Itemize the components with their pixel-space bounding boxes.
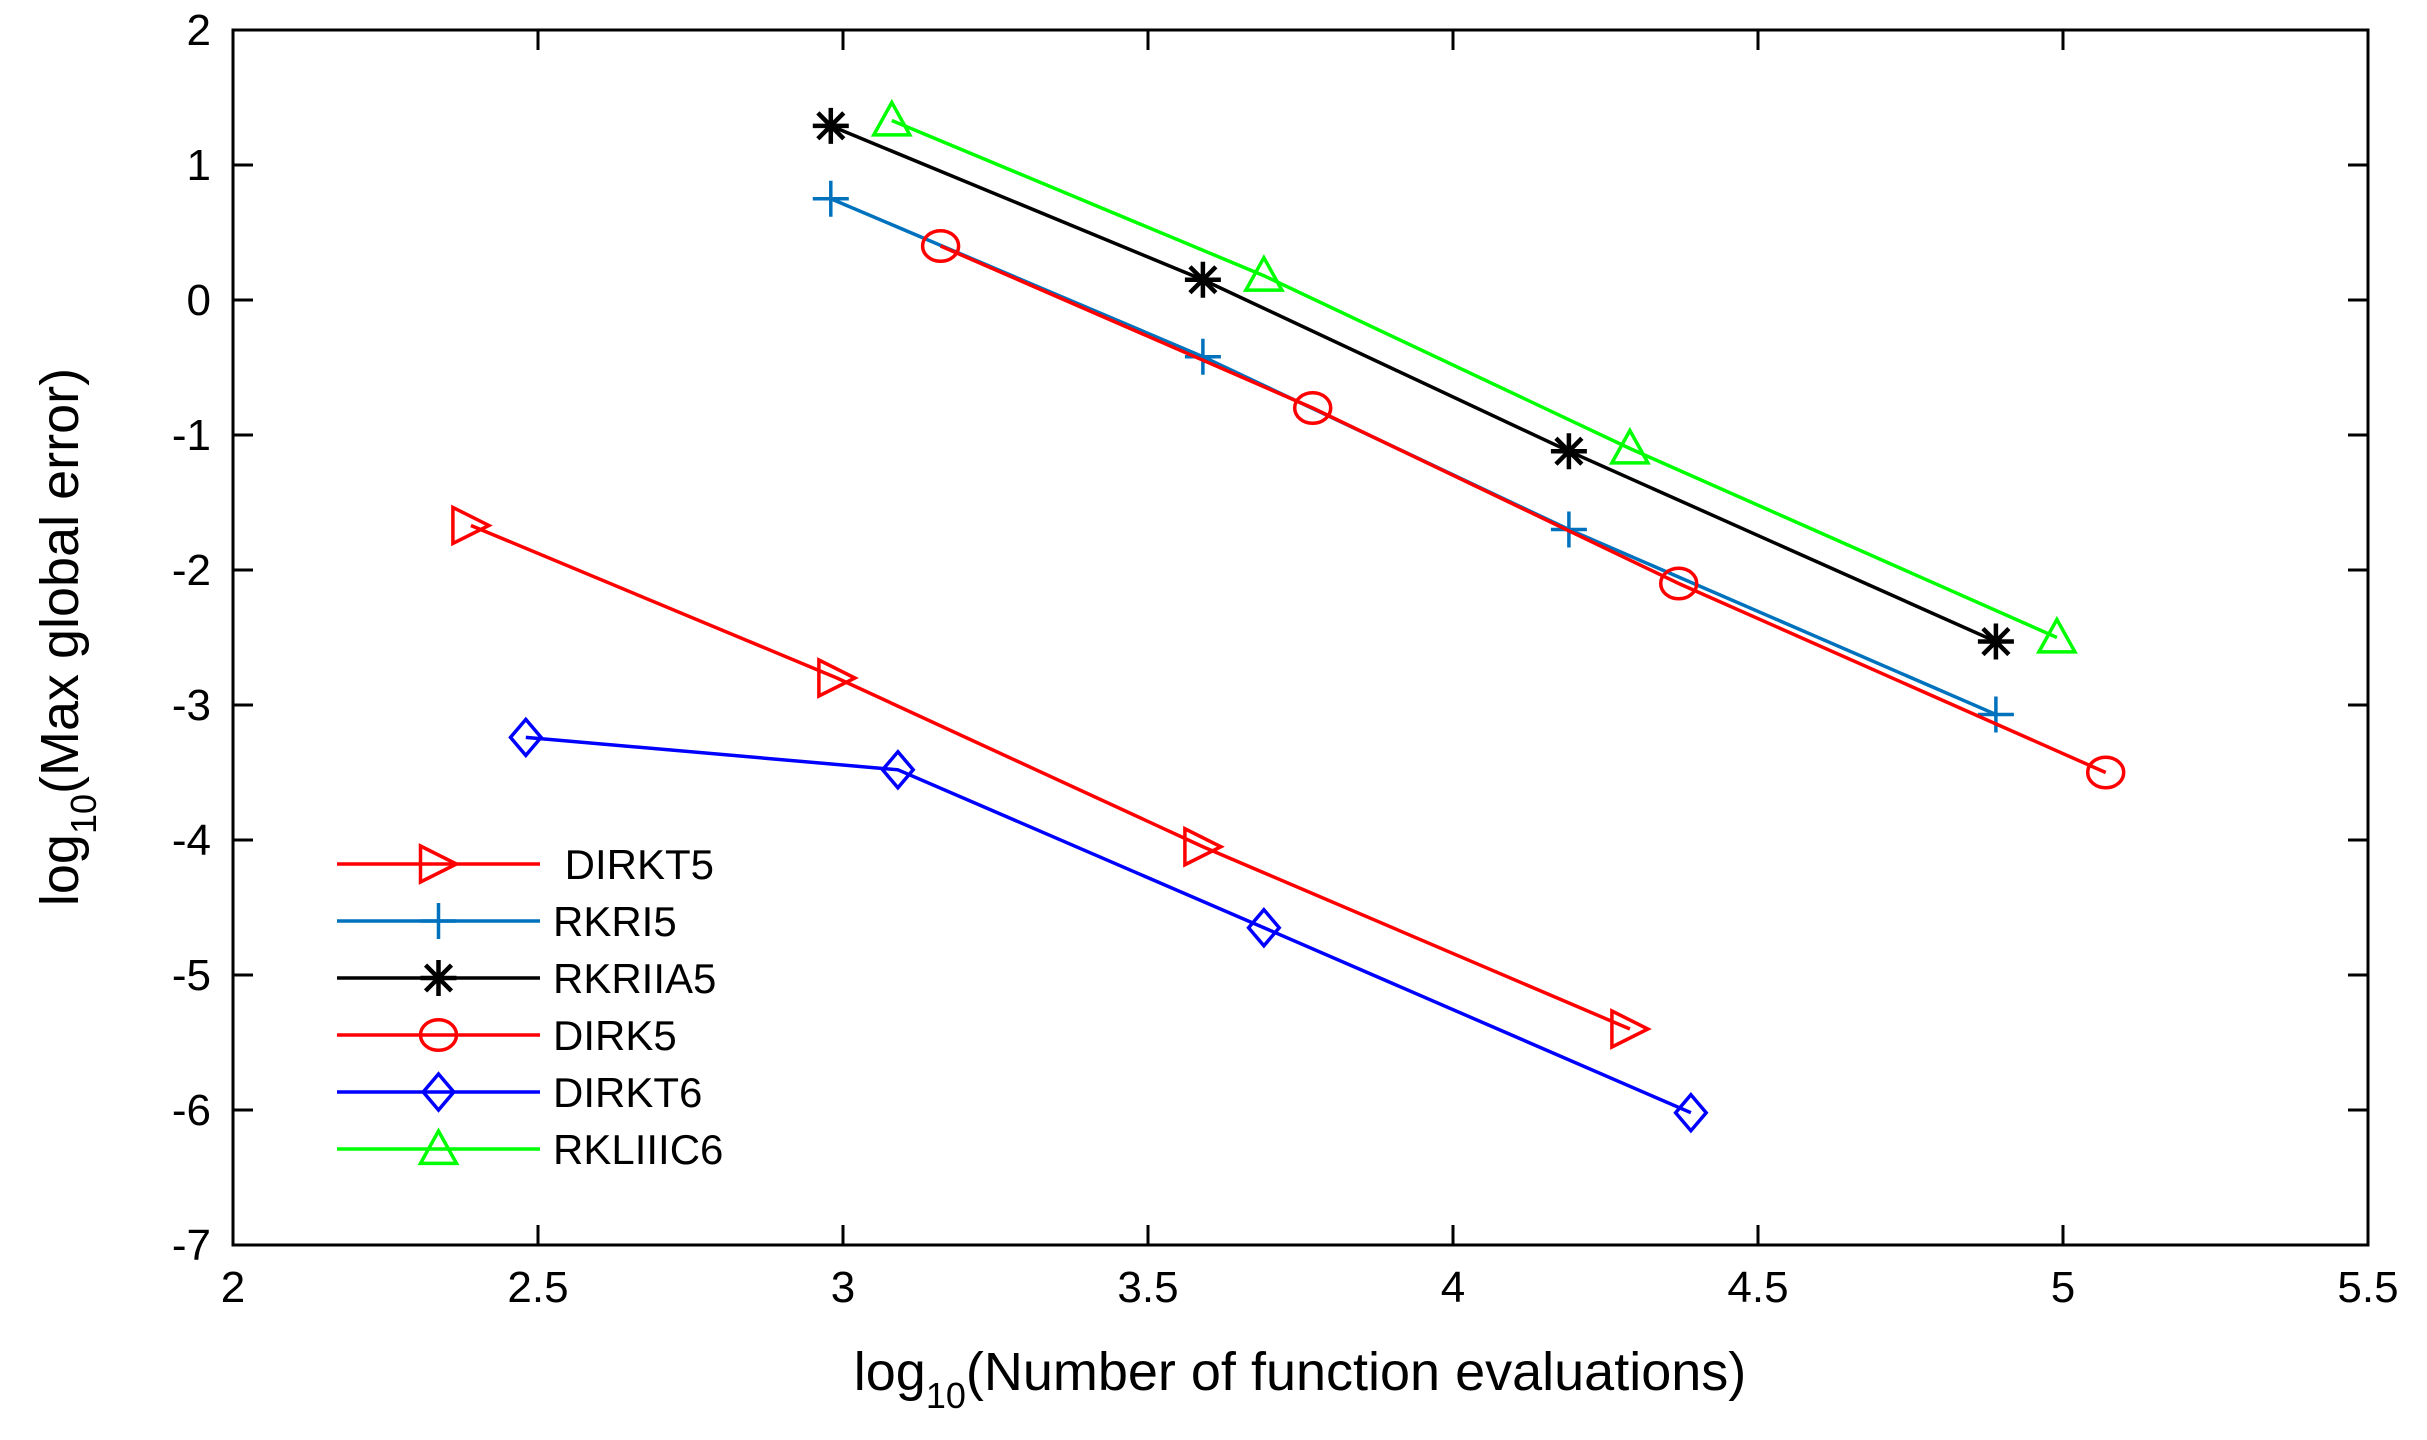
series-dirkt5 [451,504,1652,1050]
series-line [891,118,2058,640]
marker-circle [1658,566,1699,601]
marker-diamond [1673,1091,1709,1134]
series-group [451,98,2126,1134]
marker-plus [420,903,457,939]
marker-triangle-up [870,98,913,137]
legend-label: RKRIIA5 [553,955,716,1002]
marker-asterisk [1550,433,1587,470]
x-tick-label: 4 [1441,1263,1465,1312]
legend-label: DIRK5 [553,1012,677,1059]
x-axis-label: log10(Number of function evaluations) [854,1342,1747,1416]
marker-diamond [880,749,916,791]
legend-item: DIRKT6 [337,1069,702,1116]
series-rkriia5 [812,107,2014,660]
y-tick-label: -5 [172,951,211,1000]
axis-ticks: 2 2.5 3 3.5 4 4.5 5 5.5 2 1 0 -1 -2 -3 -4 -5 -6 -7 [172,6,2399,1312]
x-tick-label: 3 [831,1263,855,1312]
legend-label: RKRI5 [553,898,677,945]
series-line [470,523,1631,1031]
y-axis-label: log10(Max global error) [30,368,104,906]
series-dirk5 [920,228,2126,790]
y-tick-label: 1 [187,141,211,190]
series-line [525,735,1692,1115]
y-tick-label: 0 [187,276,211,325]
x-tick-label: 3.5 [1117,1263,1178,1312]
y-tick-label: -3 [172,681,211,730]
marker-triangle-right [817,657,859,699]
legend-item: RKRIIA5 [337,955,716,1002]
legend-label: RKLIIIC6 [553,1126,723,1173]
y-tick-label: -7 [172,1221,211,1270]
marker-plus [812,180,849,217]
marker-triangle-right [451,504,493,547]
marker-circle [418,1017,459,1053]
y-tick-label: -2 [172,546,211,595]
y-tick-label: -1 [172,411,211,460]
series-line [830,124,1997,644]
legend-label: DIRKT5 [553,841,714,888]
marker-triangle-up [2035,615,2078,654]
marker-triangle-up [1242,254,1285,292]
legend-label: DIRKT6 [553,1069,702,1116]
legend-item: DIRK5 [337,1012,677,1059]
marker-asterisk [1184,261,1221,298]
marker-diamond [508,716,544,759]
marker-asterisk [812,107,849,144]
marker-asterisk [420,960,457,996]
series-dirkt6 [508,716,1709,1134]
marker-triangle-right [418,843,461,885]
marker-diamond [420,1071,457,1113]
legend-item: RKRI5 [337,898,677,945]
marker-circle [2085,755,2126,790]
legend: DIRKT5 RKRI5 RKRIIA5 DIRK5 DIRKT6 RKLIIIC6 [337,841,723,1173]
marker-plus [1977,696,2014,733]
marker-circle [920,228,961,264]
marker-triangle-right [1183,825,1225,868]
x-tick-label: 4.5 [1727,1263,1788,1312]
marker-diamond [1246,907,1282,949]
x-tick-label: 5 [2051,1263,2075,1312]
x-tick-label: 2 [221,1263,245,1312]
plot-area [231,28,2370,1247]
marker-triangle-up [417,1127,460,1166]
marker-asterisk [1977,623,2014,660]
x-tick-label: 2.5 [507,1263,568,1312]
y-tick-label: -6 [172,1086,211,1135]
legend-item: RKLIIIC6 [337,1126,723,1173]
marker-triangle-right [1610,1008,1652,1050]
marker-circle [1292,390,1333,426]
x-tick-label: 5.5 [2337,1263,2398,1312]
series-rkliiic6 [870,98,2078,654]
marker-triangle-up [1608,426,1651,465]
y-tick-label: 2 [187,6,211,55]
legend-item: DIRKT5 [337,841,714,888]
series-line [939,244,2107,775]
y-tick-label: -4 [172,816,211,865]
